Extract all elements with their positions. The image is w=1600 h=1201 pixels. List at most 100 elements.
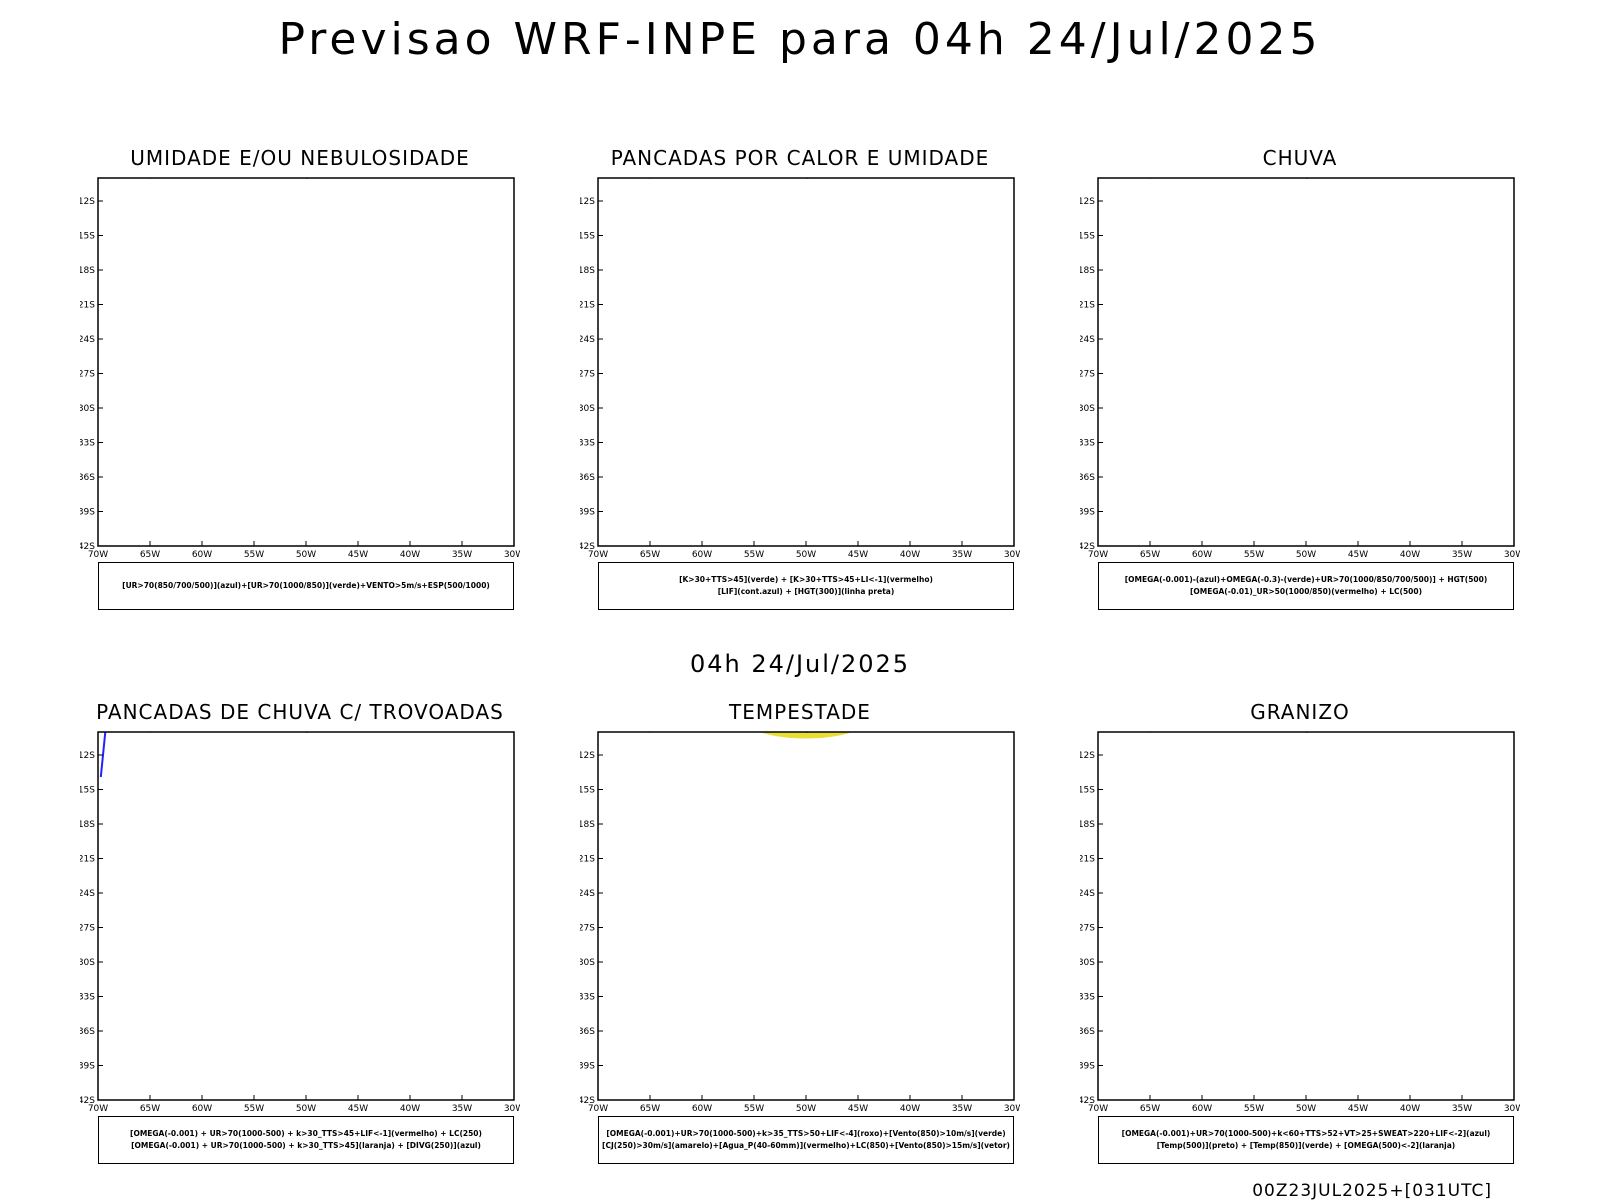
lon-tick-label: 65W bbox=[1140, 1104, 1160, 1114]
legend-line: [K>30+TTS>45](verde) + [K>30+TTS>45+LI<-… bbox=[679, 575, 933, 584]
lon-tick-label: 70W bbox=[1088, 550, 1108, 560]
lat-tick-label: 21S bbox=[80, 855, 95, 865]
political-border bbox=[305, 732, 306, 733]
legend-line: [OMEGA(-0.001)-(azul)+OMEGA(-0.3)-(verde… bbox=[1124, 575, 1488, 584]
lon-tick-label: 65W bbox=[640, 550, 660, 560]
lon-tick-label: 40W bbox=[400, 1104, 420, 1114]
panel-tempestade: TEMPESTADE 12S 15S 18S 21S 24S 27S 30S 33S 36S 39… bbox=[580, 700, 1020, 1170]
lon-tick-label: 55W bbox=[744, 550, 764, 560]
panel-pancadas-calor: PANCADAS POR CALOR E UMIDADE 96009600952… bbox=[580, 146, 1020, 616]
mid-forecast-time: 04h 24/Jul/2025 bbox=[689, 650, 911, 678]
map-pancadas-calor: 9600960095209520952094409440944094409360… bbox=[580, 177, 1020, 560]
lat-tick-label: 36S bbox=[580, 473, 595, 483]
lat-tick-label: 33S bbox=[80, 439, 95, 449]
lat-tick-label: 30S bbox=[1080, 404, 1095, 414]
legend-line: [OMEGA(-0.001)+UR>70(1000-500)+k<60+TTS>… bbox=[1121, 1129, 1491, 1138]
lat-tick-label: 27S bbox=[580, 924, 595, 934]
lat-tick-label: 15S bbox=[1080, 232, 1095, 242]
panel-title: TEMPESTADE bbox=[729, 700, 871, 724]
lon-tick-label: 60W bbox=[692, 550, 712, 560]
map-granizo: -12-12-12-15-18-21-24-271518181812 12S 15S… bbox=[1080, 731, 1520, 1114]
lat-tick-label: 24S bbox=[80, 335, 95, 345]
lon-tick-label: 60W bbox=[692, 1104, 712, 1114]
lat-tick-label: 24S bbox=[580, 889, 595, 899]
lat-tick-label: 30S bbox=[580, 958, 595, 968]
political-border bbox=[646, 732, 652, 733]
lat-tick-label: 21S bbox=[1080, 301, 1095, 311]
lon-tick-label: 70W bbox=[88, 1104, 108, 1114]
lat-tick-label: 15S bbox=[80, 232, 95, 242]
lon-tick-label: 70W bbox=[588, 550, 608, 560]
lon-tick-label: 50W bbox=[296, 1104, 316, 1114]
political-border bbox=[646, 178, 652, 179]
lat-tick-label: 30S bbox=[80, 404, 95, 414]
lon-tick-label: 35W bbox=[452, 1104, 472, 1114]
lon-tick-label: 50W bbox=[796, 1104, 816, 1114]
panel-legend: [OMEGA(-0.001) + UR>70(1000-500) + k>30_… bbox=[98, 1116, 514, 1164]
lat-tick-label: 24S bbox=[580, 335, 595, 345]
coastline bbox=[1306, 732, 1315, 733]
panel-title: PANCADAS POR CALOR E UMIDADE bbox=[610, 146, 990, 170]
map-content bbox=[99, 732, 315, 778]
lon-tick-label: 45W bbox=[348, 550, 368, 560]
coastline bbox=[1306, 178, 1315, 179]
lat-tick-label: 24S bbox=[1080, 889, 1095, 899]
run-footer: 00Z23JUL2025+[031UTC] bbox=[1252, 1181, 1492, 1201]
panel-umidade: UMIDADE E/OU NEBULOSIDADE 10161020102010… bbox=[80, 146, 520, 616]
lat-tick-label: 42S bbox=[1080, 1096, 1095, 1106]
map-content bbox=[646, 732, 853, 739]
lat-tick-label: 39S bbox=[580, 1062, 595, 1072]
lat-tick-label: 42S bbox=[80, 542, 95, 552]
legend-line: [Temp(500)](preto) + [Temp(850)](verde) … bbox=[1156, 1141, 1456, 1150]
lon-tick-label: 60W bbox=[1192, 1104, 1212, 1114]
lat-tick-label: 18S bbox=[80, 266, 95, 276]
lat-tick-label: 33S bbox=[580, 439, 595, 449]
lon-tick-label: 35W bbox=[452, 550, 472, 560]
lat-tick-label: 15S bbox=[580, 232, 595, 242]
panel-legend: [K>30+TTS>45](verde) + [K>30+TTS>45+LI<-… bbox=[598, 562, 1014, 610]
lon-tick-label: 60W bbox=[192, 550, 212, 560]
lat-tick-label: 15S bbox=[1080, 786, 1095, 796]
political-border bbox=[805, 732, 806, 733]
lat-tick-label: 21S bbox=[580, 301, 595, 311]
lat-tick-label: 33S bbox=[80, 993, 95, 1003]
map-frame bbox=[97, 177, 515, 547]
lon-tick-label: 60W bbox=[1192, 550, 1212, 560]
lat-tick-label: 42S bbox=[580, 542, 595, 552]
coastline bbox=[806, 178, 815, 179]
lon-tick-label: 70W bbox=[588, 1104, 608, 1114]
lon-tick-label: 55W bbox=[1244, 1104, 1264, 1114]
lon-tick-label: 30W bbox=[1004, 1104, 1020, 1114]
map-chuva: 5825825795765735705675645615585555525495… bbox=[1080, 177, 1520, 560]
lon-tick-label: 35W bbox=[1452, 1104, 1472, 1114]
lon-tick-label: 60W bbox=[192, 1104, 212, 1114]
panel-title: CHUVA bbox=[1262, 146, 1338, 170]
lat-tick-label: 24S bbox=[1080, 335, 1095, 345]
legend-line: [LIF](cont.azul) + [HGT(300)](linha pret… bbox=[717, 587, 895, 596]
lon-tick-label: 65W bbox=[640, 1104, 660, 1114]
lat-tick-label: 18S bbox=[580, 820, 595, 830]
lat-tick-label: 27S bbox=[80, 924, 95, 934]
coastline bbox=[306, 732, 315, 733]
divergence-line bbox=[99, 732, 107, 778]
lat-tick-label: 27S bbox=[1080, 924, 1095, 934]
map-content: 1016102010201020102010241024102857056455… bbox=[146, 178, 315, 179]
lat-tick-label: 18S bbox=[580, 266, 595, 276]
lon-tick-label: 30W bbox=[1504, 1104, 1520, 1114]
lon-tick-label: 40W bbox=[900, 1104, 920, 1114]
lon-tick-label: 55W bbox=[744, 1104, 764, 1114]
lat-tick-label: 21S bbox=[580, 855, 595, 865]
lon-tick-label: 40W bbox=[900, 550, 920, 560]
lat-tick-label: 21S bbox=[1080, 855, 1095, 865]
panel-legend: [OMEGA(-0.001)-(azul)+OMEGA(-0.3)-(verde… bbox=[1098, 562, 1514, 610]
map-content: 5825825795765735705675645615585555525495… bbox=[1146, 178, 1315, 179]
lon-tick-label: 45W bbox=[848, 1104, 868, 1114]
political-border bbox=[1146, 732, 1152, 733]
lat-tick-label: 18S bbox=[1080, 266, 1095, 276]
main-title: Previsao WRF-INPE para 04h 24/Jul/2025 bbox=[278, 14, 1322, 65]
lon-tick-label: 55W bbox=[1244, 550, 1264, 560]
lon-tick-label: 30W bbox=[504, 1104, 520, 1114]
lon-tick-label: 70W bbox=[1088, 1104, 1108, 1114]
panel-title: UMIDADE E/OU NEBULOSIDADE bbox=[130, 146, 470, 170]
